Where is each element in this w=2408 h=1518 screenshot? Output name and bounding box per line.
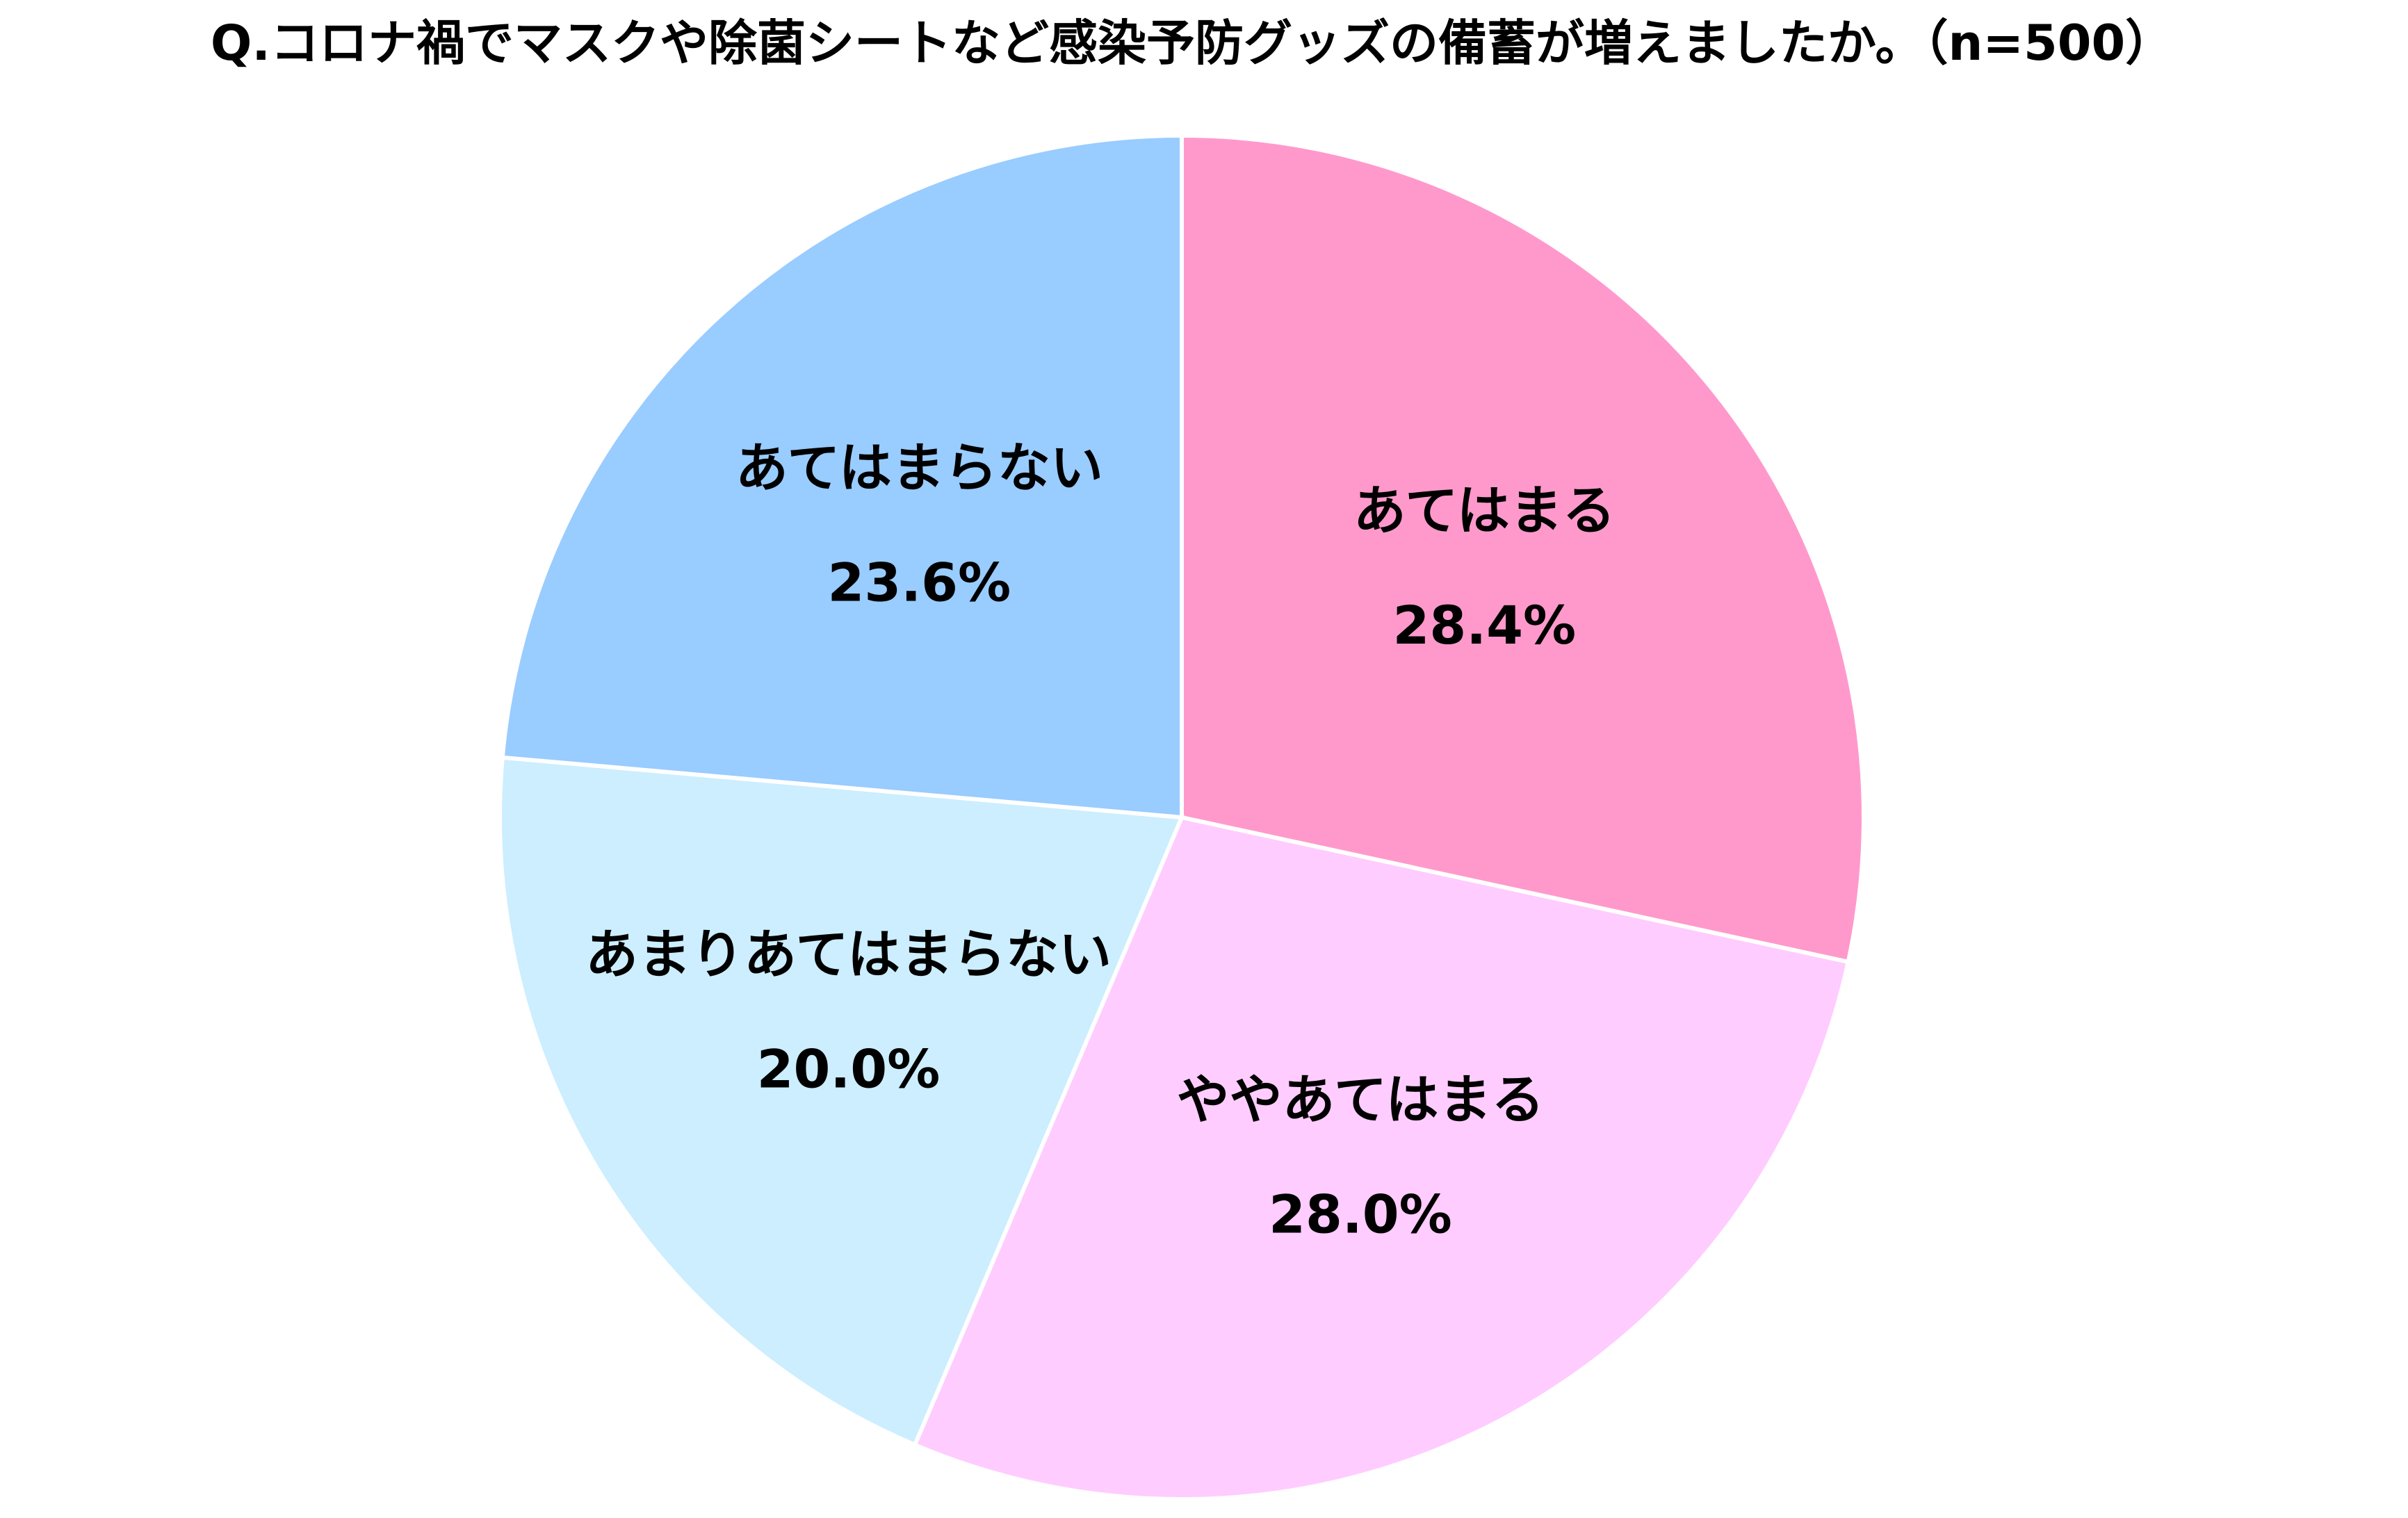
value-label: 28.4% [1392, 594, 1576, 656]
pie-slice [500, 133, 1184, 820]
slice-label: あてはまらない [735, 437, 1103, 499]
value-label: 20.0% [757, 1038, 941, 1100]
chart-title: Q.コロナ禍でマスクや除菌シートなど感染予防グッズの備蓄が増えましたか。（n=5… [211, 15, 2174, 72]
slice-label: あまりあてはまらない [585, 924, 1112, 986]
slice-label: あてはまる [1353, 480, 1616, 541]
value-label: 23.6% [828, 552, 1011, 614]
pie-slice [1180, 133, 1866, 965]
pie-slice [912, 815, 1851, 1501]
value-label: 28.0% [1269, 1184, 1452, 1246]
pie-slice [498, 755, 1185, 1448]
slice-label: ややあてはまる [1176, 1069, 1544, 1131]
